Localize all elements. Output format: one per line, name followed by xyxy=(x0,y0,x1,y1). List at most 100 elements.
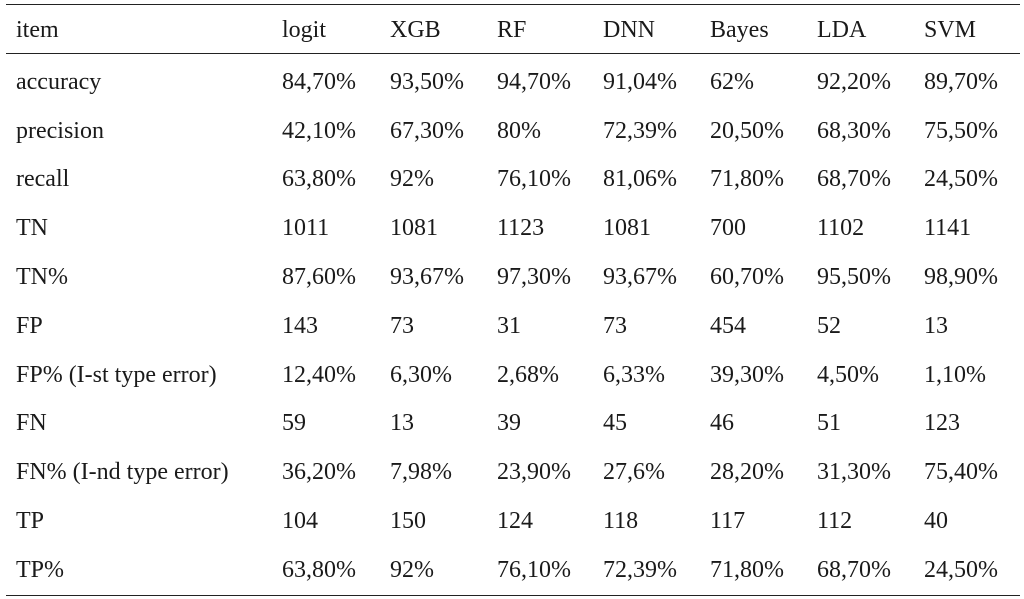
table-cell: 46 xyxy=(710,410,734,437)
row-label: TN% xyxy=(16,264,68,291)
table-cell: 89,70% xyxy=(924,68,998,95)
row-label: FP% (I-st type error) xyxy=(16,361,217,388)
table-cell: 124 xyxy=(497,508,533,535)
table-cell: 72,39% xyxy=(603,556,677,583)
table-cell: 72,39% xyxy=(603,117,677,144)
table-row: recall 63,80% 92% 76,10% 81,06% 71,80% 68,70% 2… xyxy=(6,156,1020,205)
table-cell: 7,98% xyxy=(390,459,452,486)
table-cell: 112 xyxy=(817,508,853,535)
table-row: FN 59 13 39 45 46 51 123 xyxy=(6,400,1020,449)
table-cell: 13 xyxy=(924,312,948,339)
table-cell: 24,50% xyxy=(924,166,998,193)
table-cell: 92% xyxy=(390,556,434,583)
table-cell: 84,70% xyxy=(282,68,356,95)
table-cell: 104 xyxy=(282,508,318,535)
table-cell: 4,50% xyxy=(817,361,879,388)
table-row: precision 42,10% 67,30% 80% 72,39% 20,50% 68,3… xyxy=(6,107,1020,156)
table-cell: 95,50% xyxy=(817,264,891,291)
table-cell: 91,04% xyxy=(603,68,677,95)
column-header-logit: logit xyxy=(282,16,327,43)
table-cell: 59 xyxy=(282,410,306,437)
table-cell: 40 xyxy=(924,508,948,535)
table-cell: 87,60% xyxy=(282,264,356,291)
table-cell: 1141 xyxy=(924,215,972,242)
table-cell: 118 xyxy=(603,508,639,535)
table-cell: 94,70% xyxy=(497,68,571,95)
column-header-item: item xyxy=(16,16,59,43)
header-row: item logit XGB RF DNN Bayes LDA SVM xyxy=(6,4,1020,54)
model-comparison-table: item logit XGB RF DNN Bayes LDA SVM accuracy 84,… xyxy=(6,4,1020,596)
table-cell: 67,30% xyxy=(390,117,464,144)
table-cell: 31 xyxy=(497,312,521,339)
table-cell: 6,30% xyxy=(390,361,452,388)
table-cell: 92,20% xyxy=(817,68,891,95)
table-cell: 73 xyxy=(390,312,414,339)
table-cell: 93,67% xyxy=(603,264,677,291)
table-cell: 39,30% xyxy=(710,361,784,388)
table-row: TN 1011 1081 1123 1081 700 1102 1141 xyxy=(6,204,1020,253)
table-cell: 42,10% xyxy=(282,117,356,144)
table-cell: 454 xyxy=(710,312,746,339)
table-cell: 81,06% xyxy=(603,166,677,193)
table-cell: 75,40% xyxy=(924,459,998,486)
table-cell: 1,10% xyxy=(924,361,986,388)
table-cell: 143 xyxy=(282,312,318,339)
column-header-lda: LDA xyxy=(817,16,867,43)
table-cell: 51 xyxy=(817,410,841,437)
row-label: TP% xyxy=(16,556,64,583)
column-header-bayes: Bayes xyxy=(710,16,769,43)
table-cell: 76,10% xyxy=(497,166,571,193)
row-label: TP xyxy=(16,508,45,535)
table-row: TP 104 150 124 118 117 112 40 xyxy=(6,497,1020,546)
row-label: accuracy xyxy=(16,68,102,95)
table-row: TN% 87,60% 93,67% 97,30% 93,67% 60,70% 95,50% 9… xyxy=(6,253,1020,302)
table-cell: 63,80% xyxy=(282,556,356,583)
table-cell: 1081 xyxy=(390,215,438,242)
table-cell: 75,50% xyxy=(924,117,998,144)
column-header-svm: SVM xyxy=(924,16,977,43)
table-header: item logit XGB RF DNN Bayes LDA SVM xyxy=(6,4,1020,54)
table-cell: 13 xyxy=(390,410,414,437)
table-cell: 80% xyxy=(497,117,541,144)
table-cell: 62% xyxy=(710,68,754,95)
table-cell: 150 xyxy=(390,508,426,535)
table-cell: 97,30% xyxy=(497,264,571,291)
table-cell: 92% xyxy=(390,166,434,193)
table-cell: 93,67% xyxy=(390,264,464,291)
table-cell: 700 xyxy=(710,215,746,242)
row-label: recall xyxy=(16,166,70,193)
row-label: TN xyxy=(16,215,48,242)
table-cell: 68,70% xyxy=(817,556,891,583)
table-cell: 12,40% xyxy=(282,361,356,388)
table-cell: 1123 xyxy=(497,215,545,242)
column-header-rf: RF xyxy=(497,16,527,43)
table-cell: 2,68% xyxy=(497,361,559,388)
row-label: FP xyxy=(16,312,43,339)
table-cell: 28,20% xyxy=(710,459,784,486)
table-cell: 1011 xyxy=(282,215,330,242)
row-label: FN xyxy=(16,410,47,437)
table-row: FN% (I-nd type error) 36,20% 7,98% 23,90% 27… xyxy=(6,448,1020,497)
table-cell: 63,80% xyxy=(282,166,356,193)
table-cell: 68,70% xyxy=(817,166,891,193)
table-cell: 52 xyxy=(817,312,841,339)
results-table-container: item logit XGB RF DNN Bayes LDA SVM accuracy 84,… xyxy=(6,4,1020,596)
table-body: accuracy 84,70% 93,50% 94,70% 91,04% 62% 92,20… xyxy=(6,54,1020,596)
table-row: TP% 63,80% 92% 76,10% 72,39% 71,80% 68,70% 24,5… xyxy=(6,546,1020,596)
table-cell: 123 xyxy=(924,410,960,437)
table-row: FP% (I-st type error) 12,40% 6,30% 2,68% 6,3… xyxy=(6,351,1020,400)
table-cell: 68,30% xyxy=(817,117,891,144)
table-cell: 23,90% xyxy=(497,459,571,486)
row-label: precision xyxy=(16,117,104,144)
table-cell: 71,80% xyxy=(710,556,784,583)
table-cell: 1102 xyxy=(817,215,865,242)
table-cell: 71,80% xyxy=(710,166,784,193)
table-cell: 20,50% xyxy=(710,117,784,144)
table-row: FP 143 73 31 73 454 52 13 xyxy=(6,302,1020,351)
table-cell: 76,10% xyxy=(497,556,571,583)
table-cell: 73 xyxy=(603,312,627,339)
table-cell: 24,50% xyxy=(924,556,998,583)
row-label: FN% (I-nd type error) xyxy=(16,459,229,486)
column-header-xgb: XGB xyxy=(390,16,441,43)
table-row: accuracy 84,70% 93,50% 94,70% 91,04% 62% 92,20… xyxy=(6,54,1020,107)
